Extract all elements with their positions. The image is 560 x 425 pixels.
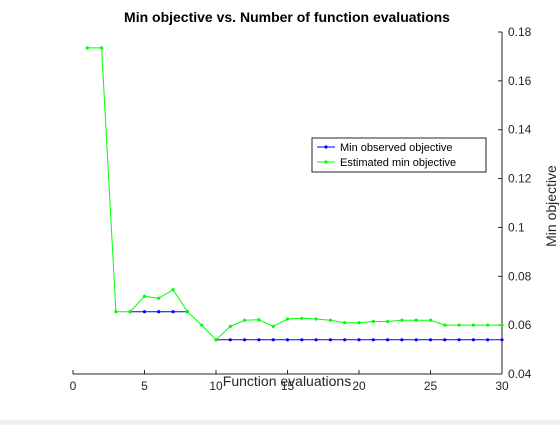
x-axis: 0 5 10 15 20 25 30	[70, 370, 509, 393]
data-point	[300, 316, 304, 320]
series-estimated	[85, 46, 504, 342]
data-point	[171, 288, 175, 292]
legend-label-observed: Min observed objective	[340, 142, 453, 154]
x-tick-label: 0	[70, 379, 77, 393]
data-point	[386, 338, 390, 342]
data-point	[285, 317, 290, 321]
data-point	[300, 338, 304, 342]
data-point	[371, 319, 375, 324]
data-point	[343, 338, 347, 342]
data-point	[157, 310, 161, 314]
x-tick-label: 5	[141, 379, 148, 393]
data-point	[271, 338, 275, 342]
legend-marker-estimated	[324, 160, 328, 164]
data-point	[257, 318, 261, 322]
data-point	[142, 294, 147, 298]
series-line	[87, 47, 502, 341]
data-point	[142, 310, 147, 314]
y-tick-label: 0.1	[508, 220, 525, 234]
data-point	[471, 323, 475, 327]
data-point	[314, 338, 318, 342]
data-point	[271, 324, 275, 328]
x-tick-label: 10	[209, 379, 223, 393]
y-axis: 0.04 0.06 0.08 0.1 0.12 0.14 0.16 0.18	[498, 25, 532, 381]
data-point	[400, 338, 404, 342]
data-point	[171, 310, 175, 314]
legend-label-estimated: Estimated min objective	[340, 157, 456, 169]
data-point	[128, 310, 132, 314]
data-point	[428, 318, 433, 322]
data-point	[500, 323, 504, 327]
data-point	[400, 318, 404, 322]
y-axis-label: Min objective	[543, 165, 559, 247]
data-point	[500, 338, 504, 342]
y-tick-label: 0.04	[508, 367, 532, 381]
data-point	[200, 323, 204, 327]
data-point	[371, 338, 375, 342]
legend-box	[311, 137, 487, 173]
data-point	[157, 296, 161, 300]
data-point	[328, 318, 332, 322]
data-point	[443, 338, 447, 342]
data-point	[100, 46, 104, 50]
y-tick-label: 0.08	[508, 269, 532, 283]
data-point	[243, 338, 247, 342]
data-point	[257, 338, 261, 342]
data-point	[357, 338, 361, 342]
data-point	[414, 318, 418, 322]
x-tick-label: 15	[281, 379, 295, 393]
data-point	[214, 338, 218, 342]
data-point	[443, 323, 447, 327]
data-point	[343, 321, 347, 325]
data-point	[428, 338, 433, 342]
data-point	[471, 338, 475, 342]
chart-title: Min objective vs. Number of function eva…	[124, 9, 450, 25]
x-tick-label: 30	[495, 379, 509, 393]
data-point	[228, 338, 232, 342]
data-point	[228, 324, 232, 328]
data-point	[457, 323, 461, 327]
data-point	[314, 317, 318, 321]
data-point	[414, 338, 418, 342]
series-observed	[128, 310, 504, 342]
data-point	[114, 310, 118, 314]
y-tick-label: 0.14	[508, 123, 532, 137]
data-point	[486, 323, 490, 327]
data-point	[185, 310, 189, 314]
data-point	[328, 338, 332, 342]
data-point	[243, 318, 247, 322]
series-layer	[85, 46, 504, 342]
data-point	[457, 338, 461, 342]
y-tick-label: 0.06	[508, 318, 532, 332]
data-point	[386, 319, 390, 324]
x-tick-label: 25	[424, 379, 438, 393]
legend-marker-observed	[324, 145, 328, 149]
data-point	[285, 338, 290, 342]
legend: Min observed objective Estimated min obj…	[311, 137, 487, 173]
x-axis-label: Function evaluations	[223, 373, 351, 389]
x-tick-label: 20	[352, 379, 366, 393]
data-point	[486, 338, 490, 342]
y-tick-label: 0.18	[508, 25, 532, 39]
data-point	[357, 321, 361, 325]
y-tick-label: 0.16	[508, 74, 532, 88]
y-tick-label: 0.12	[508, 172, 532, 186]
data-point	[85, 46, 89, 50]
